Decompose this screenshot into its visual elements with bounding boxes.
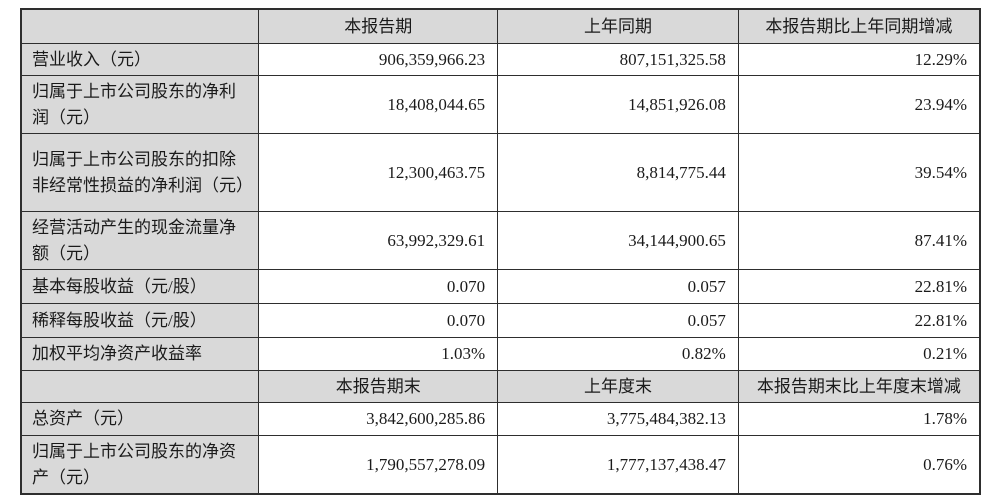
header-blank-cell	[20, 369, 260, 403]
value-current: 18,408,044.65	[258, 75, 499, 134]
value-prior: 14,851,926.08	[497, 75, 739, 134]
value-change: 12.29%	[737, 42, 981, 76]
value-change: 0.21%	[737, 337, 981, 371]
header-period-end-change: 本报告期末比上年度末增减	[737, 369, 981, 403]
period-header-row: 本报告期 上年同期 本报告期比上年同期增减	[20, 8, 981, 44]
value-change: 0.76%	[737, 435, 981, 495]
value-change: 1.78%	[737, 402, 981, 436]
value-current: 63,992,329.61	[258, 211, 499, 270]
table-row-net-profit: 归属于上市公司股东的净利润（元） 18,408,044.65 14,851,92…	[20, 75, 981, 134]
value-prior: 8,814,775.44	[497, 133, 739, 212]
period-end-header-row: 本报告期末 上年度末 本报告期末比上年度末增减	[20, 369, 981, 403]
value-prior: 0.82%	[497, 337, 739, 371]
row-label: 基本每股收益（元/股）	[20, 269, 260, 304]
value-prior: 807,151,325.58	[497, 42, 739, 76]
value-current: 1,790,557,278.09	[258, 435, 499, 495]
value-current: 0.070	[258, 303, 499, 338]
header-current-period: 本报告期	[258, 8, 499, 44]
row-label: 归属于上市公司股东的扣除非经常性损益的净利润（元）	[20, 133, 260, 212]
row-label: 归属于上市公司股东的净资产（元）	[20, 435, 260, 495]
value-change: 87.41%	[737, 211, 981, 270]
header-period-change: 本报告期比上年同期增减	[737, 8, 981, 44]
table-row-net-profit-excl-nonrecurring: 归属于上市公司股东的扣除非经常性损益的净利润（元） 12,300,463.75 …	[20, 133, 981, 212]
value-prior: 1,777,137,438.47	[497, 435, 739, 495]
row-label: 稀释每股收益（元/股）	[20, 303, 260, 338]
row-label: 营业收入（元）	[20, 42, 260, 76]
header-current-period-end: 本报告期末	[258, 369, 499, 403]
table-row-weighted-avg-roe: 加权平均净资产收益率 1.03% 0.82% 0.21%	[20, 337, 981, 371]
table-row-diluted-eps: 稀释每股收益（元/股） 0.070 0.057 22.81%	[20, 303, 981, 338]
value-current: 906,359,966.23	[258, 42, 499, 76]
value-prior: 3,775,484,382.13	[497, 402, 739, 436]
value-current: 12,300,463.75	[258, 133, 499, 212]
table-row-operating-cash-flow: 经营活动产生的现金流量净额（元） 63,992,329.61 34,144,90…	[20, 211, 981, 270]
value-change: 39.54%	[737, 133, 981, 212]
value-current: 0.070	[258, 269, 499, 304]
table-row-revenue: 营业收入（元） 906,359,966.23 807,151,325.58 12…	[20, 42, 981, 76]
row-label: 加权平均净资产收益率	[20, 337, 260, 371]
value-change: 22.81%	[737, 303, 981, 338]
table-row-basic-eps: 基本每股收益（元/股） 0.070 0.057 22.81%	[20, 269, 981, 304]
value-current: 3,842,600,285.86	[258, 402, 499, 436]
row-label: 总资产（元）	[20, 402, 260, 436]
value-prior: 0.057	[497, 269, 739, 304]
value-current: 1.03%	[258, 337, 499, 371]
header-prior-year-end: 上年度末	[497, 369, 739, 403]
row-label: 经营活动产生的现金流量净额（元）	[20, 211, 260, 270]
table-row-net-assets: 归属于上市公司股东的净资产（元） 1,790,557,278.09 1,777,…	[20, 435, 981, 495]
financial-summary-table: 本报告期 上年同期 本报告期比上年同期增减 营业收入（元） 906,359,96…	[20, 8, 981, 495]
header-prior-period: 上年同期	[497, 8, 739, 44]
value-prior: 0.057	[497, 303, 739, 338]
header-blank-cell	[20, 8, 260, 44]
value-change: 23.94%	[737, 75, 981, 134]
value-prior: 34,144,900.65	[497, 211, 739, 270]
row-label: 归属于上市公司股东的净利润（元）	[20, 75, 260, 134]
value-change: 22.81%	[737, 269, 981, 304]
table-row-total-assets: 总资产（元） 3,842,600,285.86 3,775,484,382.13…	[20, 402, 981, 436]
